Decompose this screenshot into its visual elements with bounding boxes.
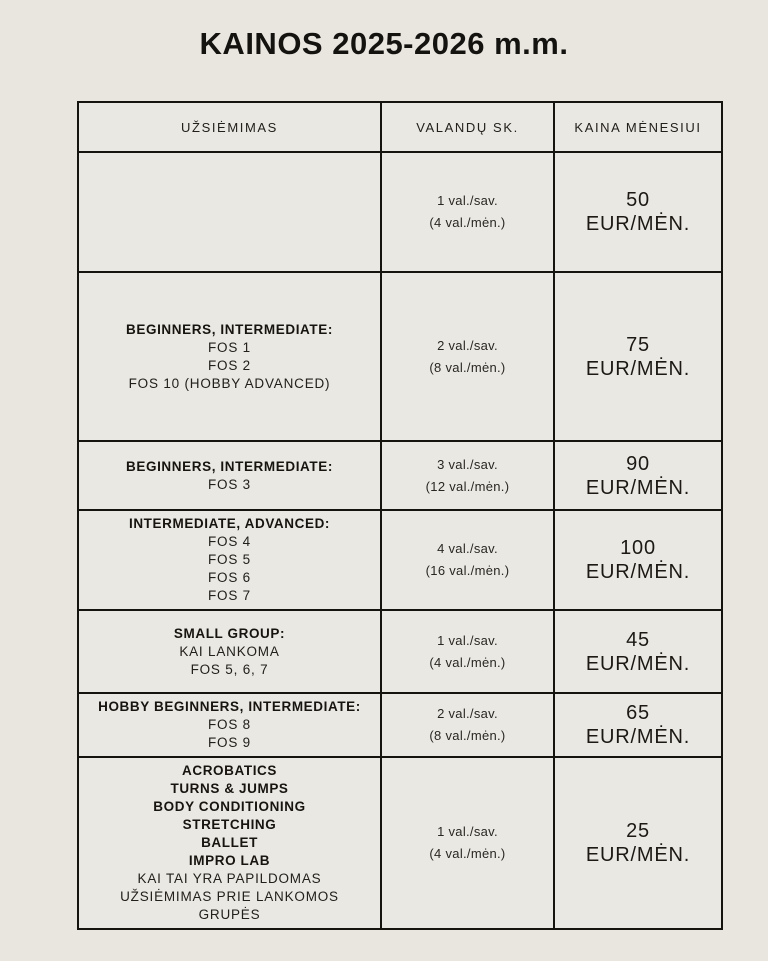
- table-row: SMALL GROUP: KAI LANKOMA FOS 5, 6, 7 1 val…: [77, 609, 723, 694]
- text-line: FOS 4: [207, 534, 251, 549]
- text-line: 100: [620, 537, 656, 559]
- text-line: FOS 2: [207, 357, 251, 373]
- page: KAINOS 2025-2026 m.m. UŽSIĖMIMAS VALANDŲ…: [0, 26, 768, 961]
- page-title: KAINOS 2025-2026 m.m.: [199, 26, 569, 61]
- text-line: 45: [626, 628, 650, 651]
- text-line: 2 val./sav.: [437, 706, 498, 721]
- text-line: KAI TAI YRA PAPILDOMAS: [137, 871, 322, 886]
- text-line: 2 val./sav.: [437, 337, 498, 353]
- price-cell: 100 EUR/MĖN.: [553, 509, 723, 611]
- hours-cell: 2 val./sav. (8 val./mėn.): [380, 271, 555, 442]
- text-line: 3 val./sav.: [437, 456, 498, 472]
- activity-cell: [77, 151, 382, 273]
- price-cell: 75 EUR/MĖN.: [553, 271, 723, 442]
- price-cell: 25 EUR/MĖN.: [553, 756, 723, 930]
- table-row: ACROBATICS TURNS & JUMPS BODY CONDITIONING…: [77, 756, 723, 930]
- table-row: INTERMEDIATE, ADVANCED: FOS 4 FOS 5 FOS 6 FO…: [77, 509, 723, 611]
- text-line: BEGINNERS, INTERMEDIATE:: [126, 458, 333, 474]
- col-header-activity: UŽSIĖMIMAS: [77, 101, 382, 153]
- text-line: HOBBY BEGINNERS, INTERMEDIATE:: [98, 699, 361, 714]
- text-line: 75: [626, 333, 650, 356]
- price-table: UŽSIĖMIMAS VALANDŲ SK. KAINA MĖNESIUI 1 …: [77, 101, 723, 930]
- text-line: (4 val./mėn.): [429, 654, 506, 670]
- text-line: FOS 5: [207, 552, 251, 567]
- text-line: 50: [626, 189, 650, 211]
- hours-cell: 1 val./sav. (4 val./mėn.): [380, 151, 555, 273]
- hours-cell: 3 val./sav. (12 val./mėn.): [380, 440, 555, 511]
- text-line: (16 val./mėn.): [425, 563, 510, 578]
- text-line: (8 val./mėn.): [429, 359, 506, 375]
- text-line: FOS 1: [207, 339, 251, 355]
- text-line: FOS 5, 6, 7: [190, 661, 269, 677]
- text-line: TURNS & JUMPS: [170, 781, 289, 796]
- text-line: FOS 7: [207, 588, 251, 603]
- text-line: 4 val./sav.: [437, 541, 498, 556]
- text-line: IMPRO LAB: [188, 853, 271, 868]
- text-line: SMALL GROUP:: [173, 625, 286, 641]
- text-line: (4 val./mėn.): [429, 846, 506, 861]
- price-cell: 65 EUR/MĖN.: [553, 692, 723, 758]
- text-line: EUR/MĖN.: [585, 844, 691, 866]
- text-line: BODY CONDITIONING: [153, 799, 306, 814]
- text-line: STRETCHING: [182, 817, 277, 832]
- price-cell: 45 EUR/MĖN.: [553, 609, 723, 694]
- hours-cell: 1 val./sav. (4 val./mėn.): [380, 609, 555, 694]
- text-line: (4 val./mėn.): [429, 215, 506, 230]
- text-line: KAI LANKOMA: [179, 643, 280, 659]
- text-line: (8 val./mėn.): [429, 728, 506, 743]
- price-cell: 50 EUR/MĖN.: [553, 151, 723, 273]
- text-line: FOS 10 (HOBBY ADVANCED): [128, 375, 331, 391]
- text-line: BALLET: [201, 835, 258, 850]
- text-line: 1 val./sav.: [437, 193, 498, 208]
- activity-cell: SMALL GROUP: KAI LANKOMA FOS 5, 6, 7: [77, 609, 382, 694]
- table-row: HOBBY BEGINNERS, INTERMEDIATE: FOS 8 FOS 9…: [77, 692, 723, 758]
- text-line: UŽSIĖMIMAS PRIE LANKOMOS: [120, 889, 339, 904]
- hours-cell: 1 val./sav. (4 val./mėn.): [380, 756, 555, 930]
- text-line: 90: [626, 452, 650, 475]
- text-line: INTERMEDIATE, ADVANCED:: [128, 516, 331, 531]
- activity-cell: BEGINNERS, INTERMEDIATE: FOS 3: [77, 440, 382, 511]
- text-line: EUR/MĖN.: [585, 476, 691, 499]
- text-line: 1 val./sav.: [437, 632, 498, 648]
- text-line: EUR/MĖN.: [585, 561, 691, 583]
- text-line: EUR/MĖN.: [585, 213, 691, 235]
- activity-cell: HOBBY BEGINNERS, INTERMEDIATE: FOS 8 FOS 9: [77, 692, 382, 758]
- hours-cell: 4 val./sav. (16 val./mėn.): [380, 509, 555, 611]
- text-line: EUR/MĖN.: [585, 726, 691, 748]
- hours-cell: 2 val./sav. (8 val./mėn.): [380, 692, 555, 758]
- text-line: (12 val./mėn.): [425, 478, 510, 494]
- table-row: BEGINNERS, INTERMEDIATE: FOS 1 FOS 2 FOS 10…: [77, 271, 723, 442]
- text-line: EUR/MĖN.: [585, 652, 691, 675]
- text-line: FOS 6: [207, 570, 251, 585]
- col-header-price: KAINA MĖNESIUI: [553, 101, 723, 153]
- activity-cell: ACROBATICS TURNS & JUMPS BODY CONDITIONING…: [77, 756, 382, 930]
- text-line: FOS 8: [207, 717, 251, 732]
- text-line: ACROBATICS: [182, 763, 277, 778]
- text-line: BEGINNERS, INTERMEDIATE:: [126, 321, 333, 337]
- table-row: BEGINNERS, INTERMEDIATE: FOS 3 3 val./sav…: [77, 440, 723, 511]
- text-line: 25: [626, 820, 650, 842]
- text-line: FOS 9: [207, 735, 251, 750]
- table-row: 1 val./sav. (4 val./mėn.) 50 EUR/MĖN.: [77, 151, 723, 273]
- text-line: EUR/MĖN.: [585, 357, 691, 380]
- header-row: UŽSIĖMIMAS VALANDŲ SK. KAINA MĖNESIUI: [77, 101, 723, 153]
- activity-cell: INTERMEDIATE, ADVANCED: FOS 4 FOS 5 FOS 6 FO…: [77, 509, 382, 611]
- text-line: 65: [626, 702, 650, 724]
- price-cell: 90 EUR/MĖN.: [553, 440, 723, 511]
- activity-cell: BEGINNERS, INTERMEDIATE: FOS 1 FOS 2 FOS 10…: [77, 271, 382, 442]
- text-line: FOS 3: [207, 476, 251, 492]
- text-line: GRUPĖS: [198, 907, 261, 922]
- col-header-hours: VALANDŲ SK.: [380, 101, 555, 153]
- text-line: 1 val./sav.: [437, 824, 498, 839]
